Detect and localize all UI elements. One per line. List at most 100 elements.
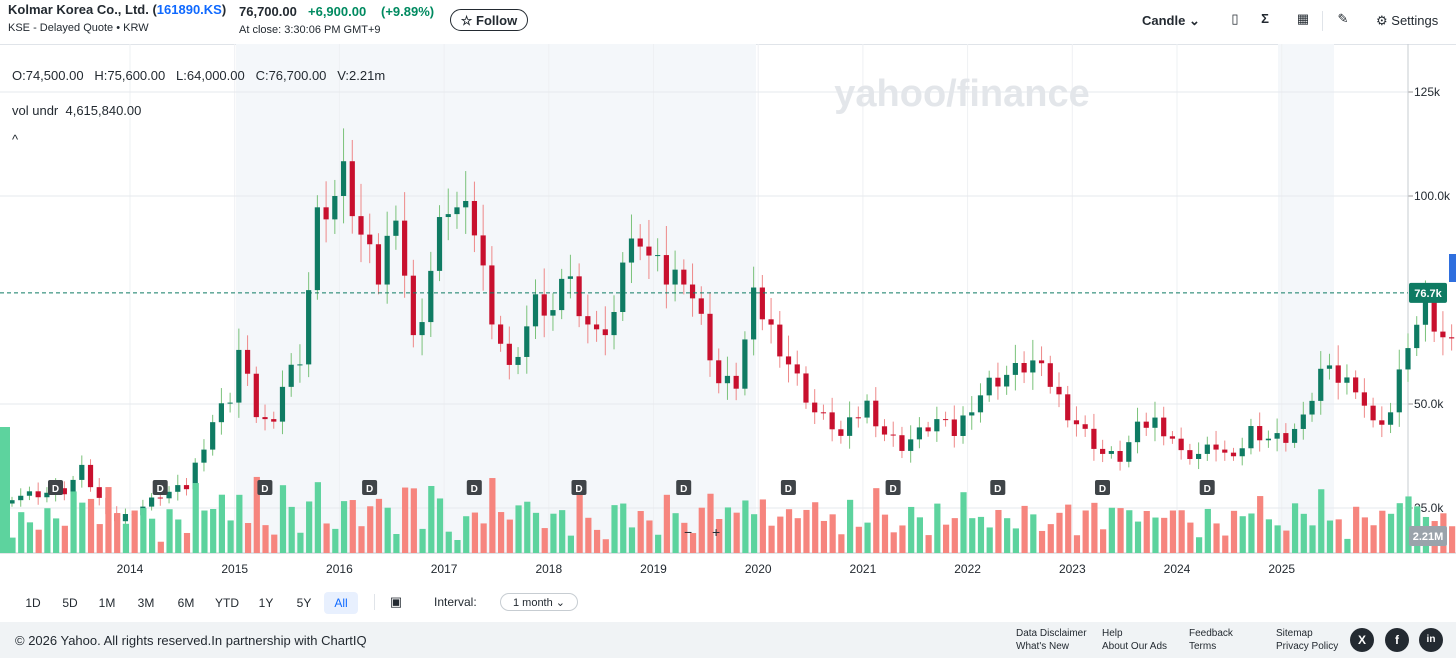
dividend-marker[interactable]: D — [571, 480, 587, 495]
collapse-icon[interactable]: ^ — [12, 132, 19, 147]
volume-bar — [53, 518, 60, 553]
footer-link-disclaimer[interactable]: Data Disclaimer — [1016, 628, 1087, 639]
x-icon[interactable]: X — [1350, 628, 1374, 652]
ticker-symbol[interactable]: 161890.KS — [156, 2, 222, 17]
candle — [1344, 377, 1350, 383]
range-button-1y[interactable]: 1Y — [258, 596, 274, 610]
range-button-6m[interactable]: 6M — [177, 596, 195, 610]
volume-bar — [1169, 510, 1177, 553]
dividend-marker[interactable]: D — [1095, 480, 1110, 495]
volume-bar — [1178, 510, 1185, 553]
volume-bar — [942, 524, 950, 553]
footer-link-whats-new[interactable]: What's New — [1016, 641, 1070, 652]
candle — [977, 395, 984, 413]
dividend-marker[interactable]: D — [1199, 480, 1215, 495]
range-button-5y[interactable]: 5Y — [296, 596, 312, 610]
candle — [899, 435, 905, 451]
zoom-out-button[interactable]: − — [684, 524, 693, 540]
settings-button[interactable]: ⚙ Settings — [1376, 13, 1439, 28]
draw-icon[interactable]: ✎ — [1337, 11, 1349, 26]
volume-bar — [1091, 502, 1098, 553]
interval-dropdown[interactable]: 1 month ⌄ — [500, 593, 578, 611]
copyright: © 2026 Yahoo. All rights reserved.In par… — [15, 633, 367, 648]
volume-bar — [61, 525, 68, 553]
candle — [402, 220, 408, 276]
dividend-marker[interactable]: D — [48, 480, 63, 495]
zoom-in-button[interactable]: + — [712, 524, 721, 540]
follow-button[interactable]: ☆ Follow — [450, 9, 528, 31]
candle — [986, 377, 992, 396]
candle — [1178, 438, 1184, 451]
volume-bar — [655, 534, 662, 553]
candle — [969, 412, 975, 416]
current-price-tag — [1409, 282, 1447, 303]
volume-bar — [916, 517, 923, 553]
volume-bar — [995, 509, 1002, 553]
candle — [18, 495, 24, 501]
range-button-1m[interactable]: 1M — [98, 596, 116, 610]
volume-bar — [218, 494, 225, 553]
volume-bar — [620, 503, 627, 553]
volume-bar — [498, 512, 505, 553]
volume-bar — [637, 511, 644, 553]
candle — [1387, 412, 1394, 425]
candle — [1283, 433, 1289, 443]
volume-bar — [768, 525, 775, 553]
candle — [410, 275, 416, 336]
dividend-marker[interactable]: D — [676, 480, 692, 495]
volume-bar — [1309, 525, 1316, 553]
candle — [524, 326, 530, 357]
candle — [995, 377, 1001, 387]
dividend-marker[interactable]: D — [362, 480, 378, 495]
dividend-marker[interactable]: D — [885, 480, 901, 495]
dividend-marker[interactable]: D — [152, 480, 168, 495]
range-button-ytd[interactable]: YTD — [215, 596, 239, 610]
volume-bar — [306, 501, 313, 553]
range-button-5d[interactable]: 5D — [62, 596, 78, 610]
studies-icon[interactable]: Σ — [1261, 11, 1269, 26]
volume-bar — [471, 512, 479, 553]
candle — [44, 492, 50, 498]
candle — [262, 417, 268, 420]
footer-link-sitemap[interactable]: Sitemap — [1276, 628, 1313, 639]
chart-type-dropdown[interactable]: Candle ⌄ — [1142, 13, 1200, 28]
side-panel-tab[interactable] — [1449, 254, 1456, 282]
volume-bar — [0, 427, 10, 553]
footer-link-about-ads[interactable]: About Our Ads — [1102, 641, 1168, 652]
volume-bar — [236, 494, 243, 553]
candle — [279, 386, 286, 422]
dividend-marker[interactable]: D — [466, 480, 482, 495]
candle — [498, 324, 504, 344]
compare-icon[interactable]: ▯ — [1231, 11, 1239, 26]
dividend-marker-box — [48, 480, 63, 495]
candle — [1335, 365, 1341, 383]
footer-link-terms[interactable]: Terms — [1189, 641, 1217, 652]
candle — [489, 265, 495, 325]
dividend-marker[interactable]: D — [780, 480, 796, 495]
volume-bar — [436, 498, 444, 553]
events-icon[interactable]: ▦ — [1296, 11, 1310, 26]
range-button-1d[interactable]: 1D — [25, 596, 41, 610]
candle — [1161, 417, 1167, 437]
volume-bar — [1004, 518, 1011, 553]
footer-link-help[interactable]: Help — [1102, 628, 1123, 639]
candle — [1274, 433, 1280, 439]
volume-bar — [454, 539, 461, 553]
dividend-marker[interactable]: D — [257, 480, 273, 495]
linkedin-icon[interactable]: in — [1419, 628, 1443, 652]
range-button-3m[interactable]: 3M — [137, 596, 155, 610]
zoom-controls: − + — [682, 524, 730, 542]
range-button-all[interactable]: All — [324, 592, 358, 614]
dividend-marker[interactable]: D — [990, 480, 1006, 495]
candle — [785, 356, 792, 365]
candle — [698, 298, 704, 314]
dividend-marker-label: D — [157, 484, 164, 495]
footer-link-feedback[interactable]: Feedback — [1189, 628, 1233, 639]
volume-bar — [1030, 514, 1037, 553]
facebook-icon[interactable]: f — [1385, 628, 1409, 652]
candle — [454, 207, 460, 215]
calendar-icon[interactable]: ▣ — [389, 594, 403, 609]
candle — [942, 419, 949, 421]
footer-link-privacy[interactable]: Privacy Policy — [1276, 641, 1339, 652]
price-chart[interactable]: 2014 2015 2016 2017 2018 2019 2020 2021 2022 2023… — [0, 44, 1456, 594]
